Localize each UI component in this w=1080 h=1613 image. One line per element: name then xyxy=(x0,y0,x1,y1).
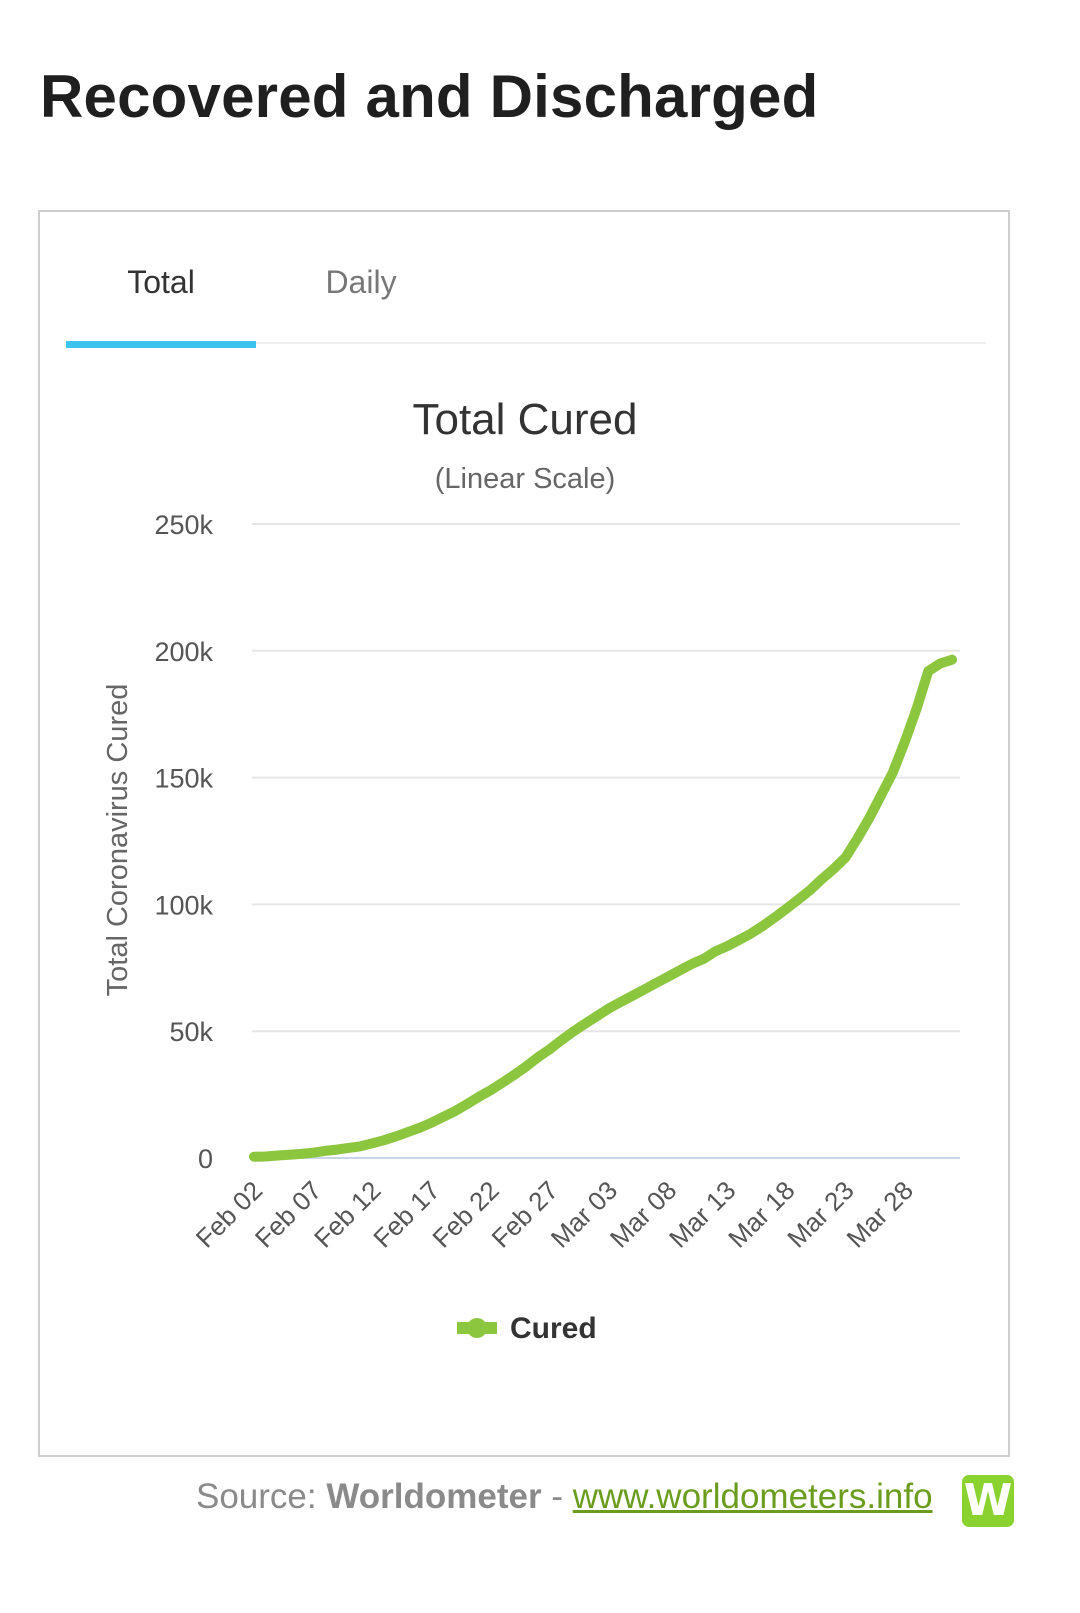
series-line-cured xyxy=(249,654,957,1162)
tab-daily-label: Daily xyxy=(325,264,397,300)
tab-daily[interactable]: Daily xyxy=(266,264,456,301)
y-tick-label: 200k xyxy=(154,637,213,667)
source-credit: Source: Worldometer - www.worldometers.i… xyxy=(196,1477,933,1517)
tab-total-label: Total xyxy=(127,264,195,300)
legend-swatch-marker xyxy=(467,1318,487,1338)
x-tick-label: Mar 03 xyxy=(545,1175,623,1253)
x-tick-label: Feb 17 xyxy=(367,1175,445,1253)
y-axis-label: Total Coronavirus Cured xyxy=(102,684,134,997)
y-tick-labels: 0 50k 100k 150k 200k 250k xyxy=(154,510,213,1174)
y-tick-label: 50k xyxy=(169,1017,213,1047)
gridlines xyxy=(252,523,960,1159)
source-separator: - xyxy=(541,1477,573,1516)
x-tick-label: Feb 12 xyxy=(308,1175,386,1253)
x-tick-label: Mar 23 xyxy=(781,1175,859,1253)
source-brand: Worldometer xyxy=(326,1477,542,1516)
legend[interactable]: Cured xyxy=(457,1312,597,1345)
chart-title: Total Cured xyxy=(412,395,637,444)
y-tick-label: 0 xyxy=(198,1144,213,1174)
source-prefix: Source: xyxy=(196,1477,327,1516)
chart-subtitle: (Linear Scale) xyxy=(435,463,616,495)
x-tick-label: Mar 28 xyxy=(840,1175,918,1253)
legend-label-cured: Cured xyxy=(510,1312,597,1345)
series-layer xyxy=(249,654,957,1162)
x-tick-label: Feb 22 xyxy=(426,1175,504,1253)
chart-tabs: Total Daily xyxy=(66,212,986,348)
y-tick-label: 100k xyxy=(154,890,213,920)
tab-total[interactable]: Total xyxy=(66,264,256,301)
y-tick-label: 150k xyxy=(154,764,213,794)
page-title: Recovered and Discharged xyxy=(40,63,819,130)
source-link[interactable]: www.worldometers.info xyxy=(572,1477,933,1516)
active-tab-indicator xyxy=(66,341,256,348)
x-tick-label: Feb 07 xyxy=(249,1175,327,1253)
worldometer-logo-icon[interactable]: W xyxy=(962,1475,1014,1527)
chart-card: Total Daily xyxy=(38,210,1010,1457)
x-tick-label: Mar 13 xyxy=(663,1175,741,1253)
x-tick-label: Feb 02 xyxy=(190,1175,268,1253)
x-tick-label: Mar 18 xyxy=(722,1175,800,1253)
line-chart: Total Cured (Linear Scale) Total Coronav… xyxy=(102,395,960,1345)
x-tick-label: Mar 08 xyxy=(604,1175,682,1253)
y-tick-label: 250k xyxy=(154,510,213,540)
x-tick-label: Feb 27 xyxy=(486,1175,564,1253)
